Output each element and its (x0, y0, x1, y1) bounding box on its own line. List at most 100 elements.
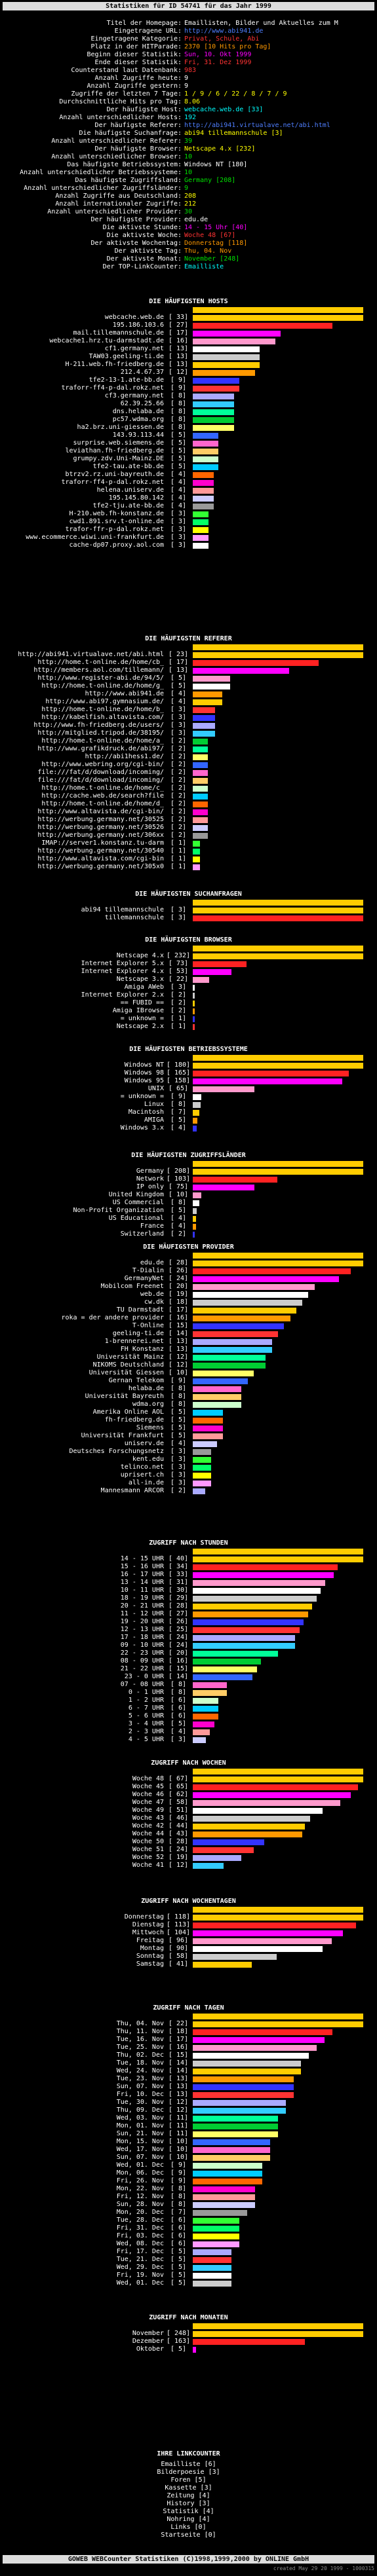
linkcounter-item[interactable]: Kassette [3] (165, 2484, 212, 2492)
bar-value: [ 1] (170, 1015, 187, 1022)
bar-label: kent.edu (132, 1456, 164, 1463)
info-value: 208 (184, 193, 197, 200)
info-value[interactable]: http://www.abi941.de (184, 28, 264, 35)
bar-value: [ 20] (168, 1283, 189, 1290)
linkcounter-item[interactable]: History [3] (167, 2500, 210, 2507)
bar-value: [ 8] (170, 2193, 187, 2200)
bar (193, 2170, 262, 2177)
chart-row: US Commercial [ 8] (0, 1199, 377, 1207)
linkcounter-item[interactable]: Statistik [4] (163, 2508, 214, 2515)
chart-row: Fri, 10. Dec [ 13] (0, 2091, 377, 2099)
bar (193, 1799, 340, 1806)
linkcounter-item[interactable]: Zeitung [4] (167, 2492, 210, 2499)
bar-value: [ 8] (170, 1101, 187, 1108)
chart-row: trafor-ffr-p-dal.rokz.net [ 3] (0, 526, 377, 534)
bar-value: [ 29] (168, 1594, 189, 1602)
bar (193, 1378, 248, 1384)
bar-label: UNIX (148, 1085, 164, 1092)
bar-label: Wed, 29. Dec (116, 2264, 164, 2271)
info-table: Titel der Homepage: Emaillisten, Bilder u… (0, 20, 377, 271)
bar-label: FH Konstanz (120, 1346, 164, 1353)
info-value[interactable]: http://abi941.virtualave.net/abi.html (184, 122, 330, 129)
chart-row: 4 - 5 UHR [ 3] (0, 1736, 377, 1744)
bar (193, 1086, 254, 1092)
stats-section: DIE HÄUFIGSTEN BETRIEBSSYSTEME Windows NT… (0, 1046, 377, 1132)
bar (193, 2021, 363, 2027)
linkcounter-item[interactable]: Foren [5] (170, 2476, 207, 2484)
bar-value: [ 6] (170, 2240, 187, 2247)
chart-row: 11 - 12 UHR [ 27] (0, 1610, 377, 1618)
bar-value: [ 158] (166, 1077, 191, 1084)
bar (193, 495, 214, 502)
chart-row: Thu, 02. Dec [ 15] (0, 2052, 377, 2059)
info-label: Der häufigste Browser: (94, 145, 182, 153)
bar-label: Gernan Telekom (108, 1377, 164, 1384)
chart-row: http://home.t-online.de/home/g_ [ 5] (0, 682, 377, 690)
bar (193, 1776, 363, 1782)
chart-row: Internet Explorer 5.x [ 73] (0, 960, 377, 968)
bar (193, 2154, 270, 2161)
bar (193, 1556, 363, 1562)
linkcounter-item[interactable]: Bilderpoesie [3] (157, 2469, 220, 2476)
chart-row: 14 - 15 UHR [ 40] (0, 1555, 377, 1563)
bar (193, 1847, 254, 1853)
bar-label: AMIGA (144, 1116, 164, 1124)
bar-value: [ 58] (168, 1953, 189, 1960)
bar-value: [ 13] (168, 361, 189, 368)
bar-label: http://www.register-abi.de/94/5/ (37, 674, 164, 682)
info-value: 1 / 9 / 6 / 22 / 8 / 7 / 9 (184, 90, 287, 98)
bar-value: [ 3] (170, 1463, 187, 1471)
bar-label: 5 - 6 UHR (128, 1712, 164, 1720)
bar-label: tfe2-tau.ate-bb.de (92, 463, 164, 470)
section-top-bar (0, 1767, 377, 1775)
info-row: Anzahl unterschiedlicher Provider: 30 (0, 208, 377, 216)
bar-value: [ 5] (170, 439, 187, 447)
chart-row: 17 - 18 UHR [ 24] (0, 1634, 377, 1642)
bar-value: [ 31] (168, 1579, 189, 1586)
bar (193, 1689, 227, 1696)
chart-row: 195.145.80.142 [ 4] (0, 494, 377, 502)
bar-value: [ 2] (170, 784, 187, 792)
bar (193, 1417, 223, 1424)
bar (193, 2060, 301, 2067)
linkcounter-item[interactable]: Links [0] (170, 2524, 207, 2531)
bar-value: [ 2] (170, 792, 187, 800)
bar-value: [ 24] (168, 1846, 189, 1853)
chart-row: uniserv.de [ 4] (0, 1440, 377, 1448)
bar (193, 992, 195, 999)
bar-label: 62.39.25.66 (120, 400, 164, 407)
bar-value: [ 2] (170, 745, 187, 752)
bar-label: Tue, 18. Nov (116, 2059, 164, 2067)
bar-label: tfe2-tju.ate-bb.de (92, 502, 164, 509)
chart-row: file:///fat/d/download/incoming/ [ 2] (0, 777, 377, 784)
info-label: Eingetragene Kategorie: (90, 35, 182, 43)
bar (193, 519, 208, 525)
bar-label: Switzerland (120, 1230, 164, 1238)
bar-label: surprise.web.siemens.de (73, 439, 164, 447)
linkcounter-item[interactable]: Emailliste [6] (161, 2461, 216, 2468)
bar-label: = unknown = (120, 1015, 164, 1022)
chart-row: traforr-ff4-p-dal.rokz.net [ 9] (0, 384, 377, 392)
chart-row: Oktober [ 5] (0, 2346, 377, 2353)
bar (193, 817, 208, 823)
bar (193, 746, 208, 752)
linkcounter-item[interactable]: Nohring [4] (167, 2516, 210, 2523)
bar (193, 2139, 270, 2145)
section-scale-bar (193, 2013, 363, 2019)
bar (193, 1192, 201, 1198)
chart-row: Woche 42 [ 44] (0, 1822, 377, 1830)
bar (193, 1572, 334, 1578)
info-row: Der aktivste Tag: Thu, 04. Nov (0, 248, 377, 255)
chart-row: Mon, 01. Nov [ 11] (0, 2122, 377, 2130)
linkcounter-item[interactable]: Startseite [0] (161, 2531, 216, 2539)
bar-value: [ 10] (168, 2154, 189, 2161)
chart-row: Mon, 20. Dec [ 7] (0, 2209, 377, 2217)
bar-label: Freitag (136, 1937, 164, 1944)
chart-row: wdma.org [ 8] (0, 1401, 377, 1408)
bar-value: [ 8] (170, 1393, 187, 1400)
bar (193, 440, 218, 447)
chart-row: Woche 41 [ 12] (0, 1862, 377, 1869)
bar-value: [ 12] (168, 1361, 189, 1369)
bar (193, 354, 260, 360)
chart-row: Tue, 28. Dec [ 6] (0, 2217, 377, 2224)
